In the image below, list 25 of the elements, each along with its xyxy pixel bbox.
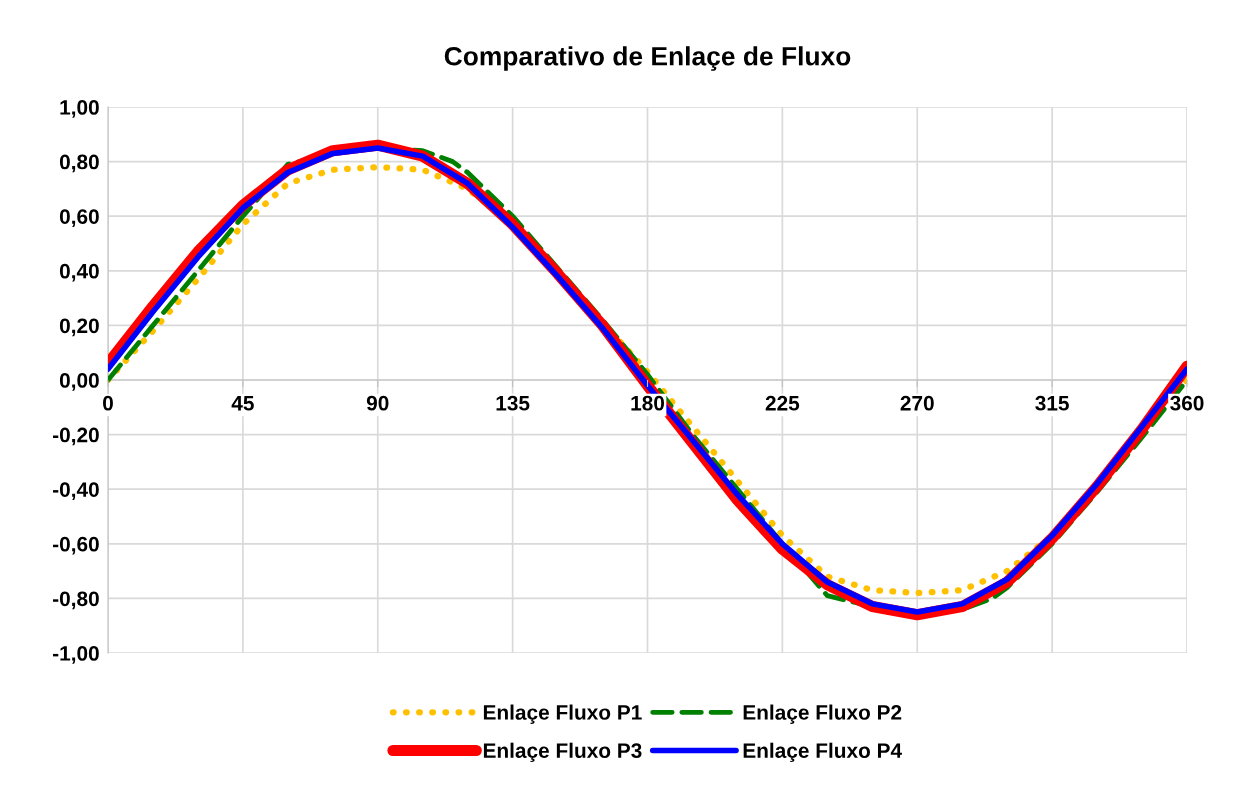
y-tick-label: 0,00 [59, 373, 99, 391]
x-tick-label: 315 [1035, 395, 1069, 411]
x-tick-label: 0 [103, 395, 113, 411]
x-tick-label: 225 [765, 395, 800, 411]
x-tick-label: 360 [1170, 395, 1204, 411]
legend-label: Enlaçe Fluxo P2 [743, 704, 902, 724]
y-tick-label: -1,00 [53, 646, 99, 664]
x-tick-label: 45 [231, 396, 254, 411]
y-tick-label: -0,80 [53, 591, 99, 610]
y-tick-label: 0,60 [59, 209, 99, 227]
x-tick-label: 135 [496, 395, 530, 411]
y-tick-label: 0,80 [59, 154, 99, 173]
chart-title: Comparativo de Enlaçe de Fluxo [444, 46, 851, 71]
x-tick-label: 90 [366, 395, 389, 411]
y-tick-label: 0,20 [59, 318, 99, 337]
y-tick-label: 1,00 [60, 100, 99, 118]
y-tick-label: -0,60 [53, 536, 99, 555]
x-tick-label: 270 [900, 395, 934, 411]
y-tick-label: -0,40 [53, 482, 99, 500]
y-tick-label: -0,20 [53, 427, 99, 446]
y-tick-label: 0,40 [59, 263, 99, 282]
x-tick-label: 180 [631, 395, 665, 411]
legend-label: Enlaçe Fluxo P1 [483, 704, 642, 724]
legend-label: Enlaçe Fluxo P3 [483, 742, 642, 763]
legend-label: Enlaçe Fluxo P4 [743, 742, 902, 763]
